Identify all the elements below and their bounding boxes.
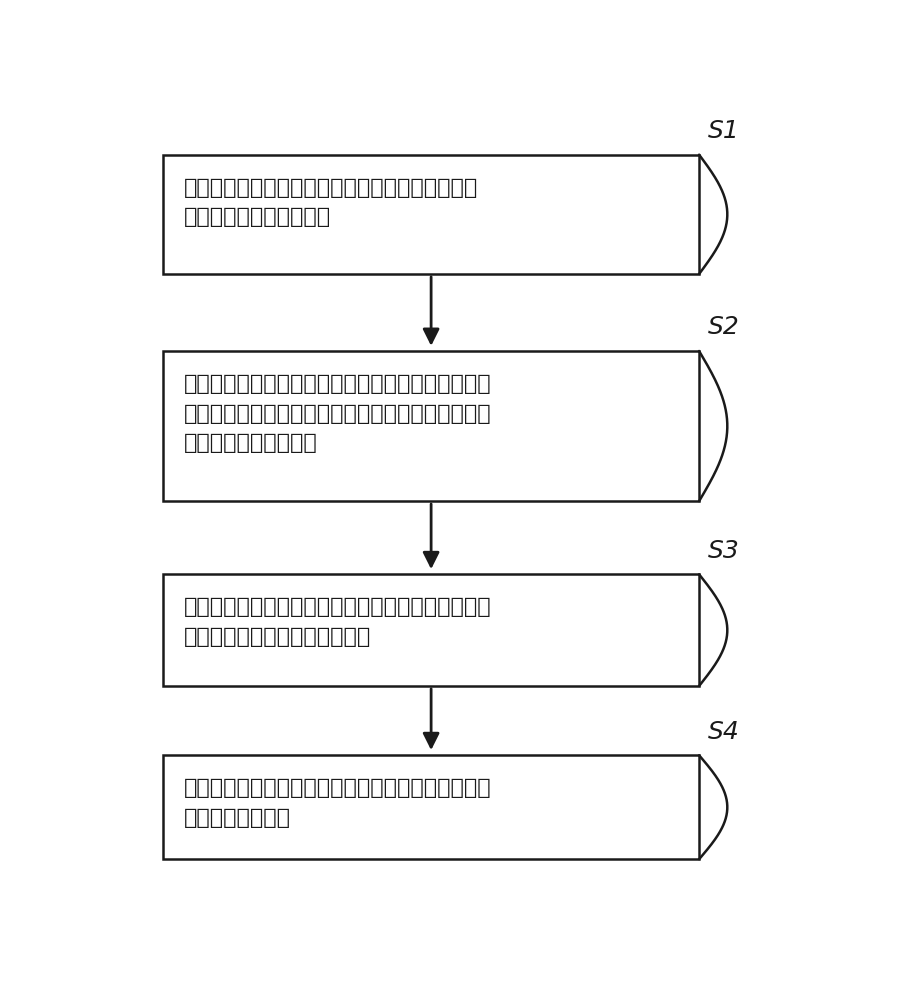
Text: 对不具备完全方向性的压力面和吸力面进行放样，生
成具备方向性的压力面和吸力面: 对不具备完全方向性的压力面和吸力面进行放样，生 成具备方向性的压力面和吸力面	[184, 597, 492, 647]
Bar	[163, 351, 699, 501]
Text: S2: S2	[708, 315, 739, 339]
Text: 对压力面和吸力面分别进行网格拓扑，得到两个网格
面，通过两个网格面上的节点分布生成不具备完全方
向性的压力面和吸力面: 对压力面和吸力面分别进行网格拓扑，得到两个网格 面，通过两个网格面上的节点分布生…	[184, 374, 492, 453]
Text: 将具备方向性的压力面和吸力面组合，并与流道线合
并，生成几何实体: 将具备方向性的压力面和吸力面组合，并与流道线合 并，生成几何实体	[184, 778, 492, 828]
Text: S4: S4	[708, 720, 739, 744]
Bar	[163, 574, 699, 686]
Text: S3: S3	[708, 539, 739, 563]
Bar	[163, 755, 699, 859]
Text: 读取叶片的三维实体模型，三维实体模型包括压力
面、吸力面、前缘和尾缘: 读取叶片的三维实体模型，三维实体模型包括压力 面、吸力面、前缘和尾缘	[184, 178, 479, 227]
Bar	[163, 155, 699, 274]
Text: S1: S1	[708, 119, 739, 143]
